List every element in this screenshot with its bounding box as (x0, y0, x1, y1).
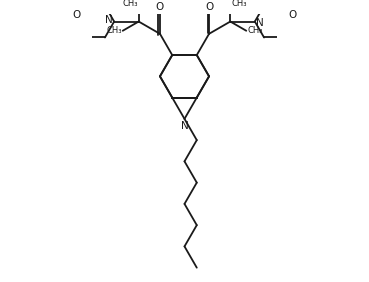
Text: CH₃: CH₃ (247, 26, 263, 35)
Text: O: O (206, 2, 214, 12)
Text: CH₃: CH₃ (231, 0, 247, 8)
Text: CH₃: CH₃ (122, 0, 138, 8)
Text: O: O (73, 10, 81, 20)
Text: O: O (155, 2, 163, 12)
Text: N: N (106, 15, 113, 25)
Text: N: N (256, 17, 263, 28)
Text: N: N (180, 121, 189, 131)
Text: O: O (288, 10, 296, 20)
Text: CH₃: CH₃ (106, 26, 122, 35)
